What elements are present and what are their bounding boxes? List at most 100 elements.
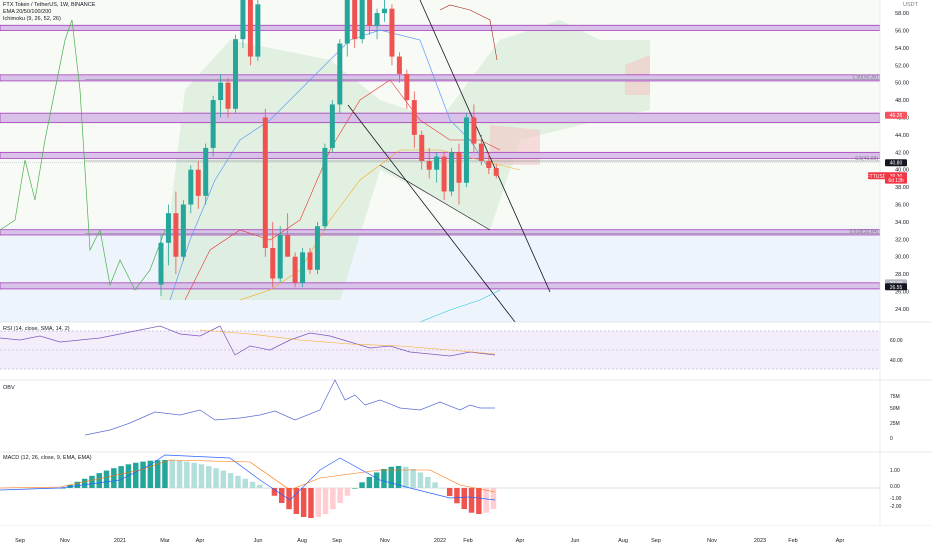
candle [478,143,484,161]
time-tick: Mar [160,538,170,544]
price-badge-text: FTTUSDT [867,174,890,180]
candle [329,104,335,148]
macd-bar [198,464,205,488]
rsi-tick: 40.00 [890,358,903,364]
candle [277,234,283,279]
macd-label[interactable]: MACD (12, 26, close, 9, EMA, EMA) [3,455,92,461]
price-badge-bg [885,283,907,291]
time-tick: Apr [516,538,525,544]
macd-bar [96,473,102,488]
price-tick: 48.00 [895,98,909,104]
candle [352,0,358,40]
time-tick: Aug [297,538,307,544]
price-tick: 28.00 [895,272,909,278]
price-badge-bg [885,111,907,119]
macd-bar [476,488,482,514]
candle [404,73,410,101]
trendline [347,104,516,323]
candle [233,39,238,109]
candle [463,117,469,183]
macd-bar [81,478,88,488]
time-axis-bg [0,526,932,550]
macd-bar [322,488,329,514]
horizontal-zone [0,112,881,124]
chikou-line [439,4,498,61]
price-tick: 50.00 [895,81,909,87]
rsi-label[interactable]: RSI (14, close, SMA, 14, 2) [3,326,70,332]
time-tick: Jun [571,538,580,544]
macd-bar [89,475,95,488]
candle [441,156,447,192]
macd-bar [235,475,241,488]
trendline [379,164,491,231]
signal-line [0,459,496,493]
candle [218,82,224,101]
candle [344,0,350,44]
macd-tick: 0.00 [890,484,900,490]
obv-label[interactable]: OBV [3,385,15,391]
macd-tick: -1.00 [890,496,902,502]
horizontal-zone [0,151,881,159]
candle [396,56,402,74]
price-tick: 24.00 [895,307,909,313]
candle [434,156,440,170]
macd-bar [162,460,168,488]
ema-legend[interactable]: EMA 20/50/100/200 [3,9,52,15]
candle [337,43,343,105]
obv-tick: 0 [890,436,893,442]
macd-line [0,454,496,501]
macd-bar [257,484,263,488]
macd-bar [352,488,358,489]
horizontal-zone [0,24,881,31]
candle [419,134,425,161]
candle [389,8,395,57]
macd-bar [461,488,467,510]
rsi-tick: 60.00 [890,338,903,344]
price-tick: 34.00 [895,220,909,226]
time-tick: Nov [60,538,70,544]
macd-bar [330,488,336,510]
macd-bar [403,466,409,488]
macd-bar [118,466,124,488]
price-tick: 32.00 [895,237,909,243]
macd-bar [227,473,234,488]
macd-bar [388,466,394,488]
time-tick: Nov [380,538,390,544]
candle [374,13,380,27]
price-badge: 6d 13h [885,176,907,184]
ichimoku-legend[interactable]: Ichimoku (9, 26, 52, 26) [3,16,61,22]
obv-tick: 50M [890,406,900,412]
price-badge: FTTUSDT [867,172,890,180]
candle [158,242,164,285]
candle [195,169,201,196]
macd-bar [308,488,314,518]
candle [322,147,328,227]
price-tick: 56.00 [895,28,909,34]
candle [314,226,320,270]
time-tick: Feb [463,538,472,544]
macd-bar [249,481,256,488]
candle [225,82,231,109]
macd-bar [468,488,475,513]
candle [471,117,477,144]
macd-bar [483,488,489,513]
price-tick: 54.00 [895,46,909,52]
time-tick: 2023 [754,538,766,544]
candle [188,169,194,205]
price-tick: 58.00 [895,11,909,17]
candle [247,0,253,57]
price-badge-bg [885,159,907,167]
macd-bar [490,488,497,510]
trendline [419,0,551,293]
macd-bar [293,488,300,514]
macd-bar [359,482,365,488]
symbol-title[interactable]: FTX Token / TetherUS, 1W, BINANCE [3,2,96,8]
lower-tint [0,232,880,322]
macd-bar [373,472,380,488]
price-badge: 46.26 [885,111,907,119]
candle [180,204,186,257]
price-badge-text: 6d 13h [888,178,904,184]
time-tick: Apr [196,538,205,544]
candle [173,213,179,257]
